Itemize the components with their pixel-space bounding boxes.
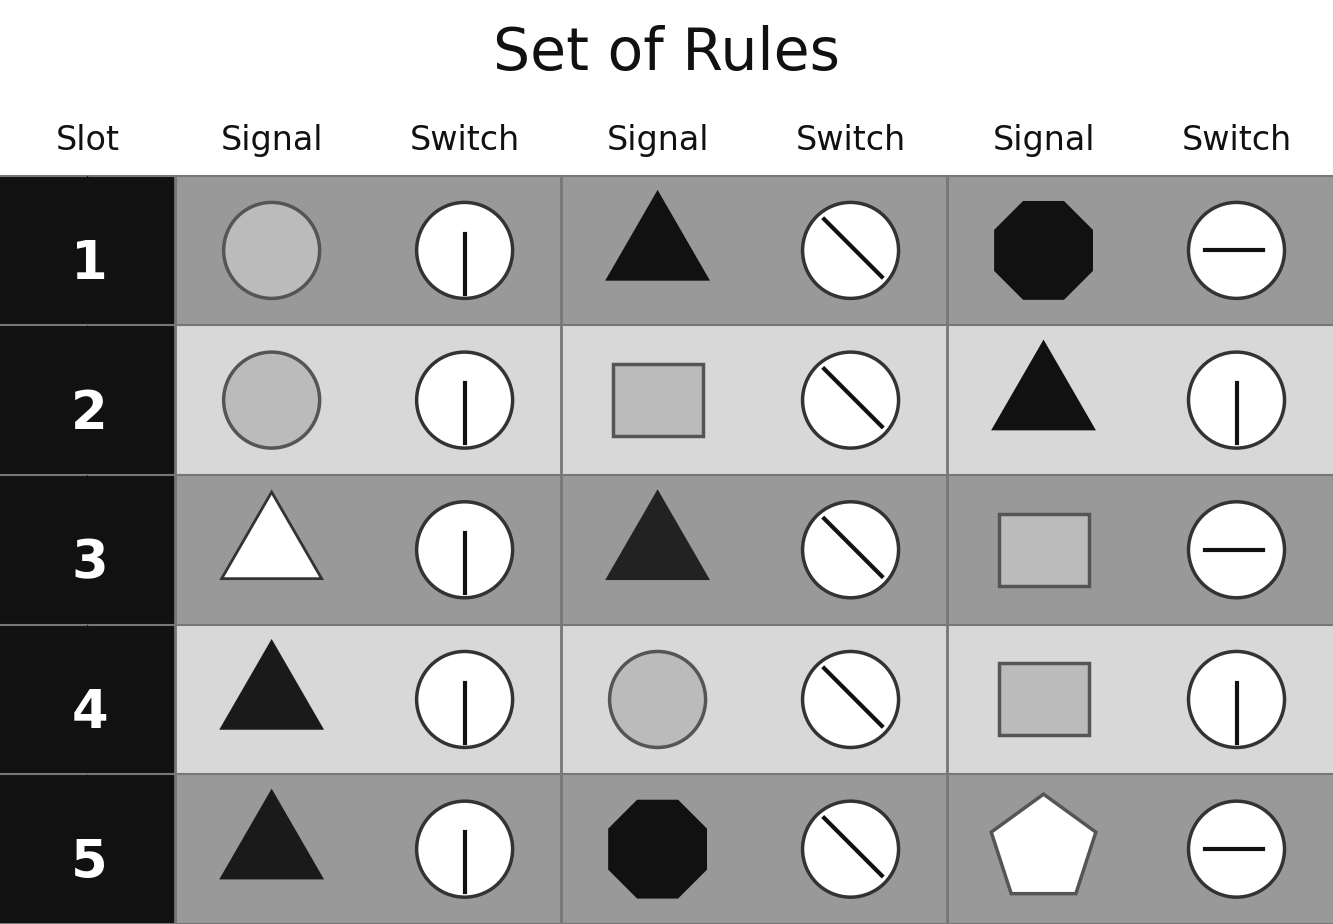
Text: Signal: Signal <box>607 125 709 157</box>
Polygon shape <box>992 794 1096 894</box>
Bar <box>0 0 1333 106</box>
Text: 1: 1 <box>71 238 108 290</box>
Circle shape <box>802 651 898 748</box>
Bar <box>0 325 175 475</box>
Text: Slot: Slot <box>56 125 120 157</box>
Bar <box>0 625 1333 774</box>
Bar <box>0 475 175 625</box>
Polygon shape <box>993 343 1093 429</box>
Circle shape <box>1189 502 1285 598</box>
Circle shape <box>609 651 705 748</box>
Bar <box>613 364 702 436</box>
Circle shape <box>417 502 513 598</box>
Polygon shape <box>221 492 321 578</box>
Text: 3: 3 <box>71 538 108 590</box>
Circle shape <box>417 352 513 448</box>
Circle shape <box>802 502 898 598</box>
Bar <box>0 176 1333 325</box>
Bar <box>0 325 1333 475</box>
Circle shape <box>1189 352 1285 448</box>
Bar <box>0 106 1333 176</box>
Bar <box>0 625 175 774</box>
Circle shape <box>802 202 898 298</box>
Circle shape <box>1189 801 1285 897</box>
Circle shape <box>417 651 513 748</box>
Circle shape <box>224 202 320 298</box>
Bar <box>998 663 1089 736</box>
Text: 4: 4 <box>71 687 108 739</box>
Text: Signal: Signal <box>992 125 1094 157</box>
Circle shape <box>417 202 513 298</box>
Polygon shape <box>608 492 708 578</box>
Polygon shape <box>28 627 147 730</box>
Circle shape <box>802 352 898 448</box>
Text: Set of Rules: Set of Rules <box>493 25 840 81</box>
Text: Switch: Switch <box>409 125 520 157</box>
Polygon shape <box>28 777 147 880</box>
Circle shape <box>417 801 513 897</box>
Text: Signal: Signal <box>220 125 323 157</box>
Polygon shape <box>221 792 321 878</box>
Circle shape <box>802 801 898 897</box>
Text: Switch: Switch <box>796 125 905 157</box>
Polygon shape <box>28 178 147 281</box>
Bar <box>0 176 175 325</box>
Text: 2: 2 <box>71 388 108 440</box>
Polygon shape <box>221 642 321 728</box>
Bar <box>0 475 1333 625</box>
Bar <box>998 514 1089 586</box>
Bar <box>0 774 175 924</box>
Bar <box>0 774 1333 924</box>
Polygon shape <box>608 193 708 279</box>
Polygon shape <box>996 202 1092 298</box>
Polygon shape <box>609 801 705 897</box>
Circle shape <box>1189 651 1285 748</box>
Circle shape <box>1189 202 1285 298</box>
Text: Switch: Switch <box>1181 125 1292 157</box>
Polygon shape <box>28 328 147 431</box>
Text: 5: 5 <box>71 837 108 889</box>
Circle shape <box>224 352 320 448</box>
Polygon shape <box>28 478 147 580</box>
